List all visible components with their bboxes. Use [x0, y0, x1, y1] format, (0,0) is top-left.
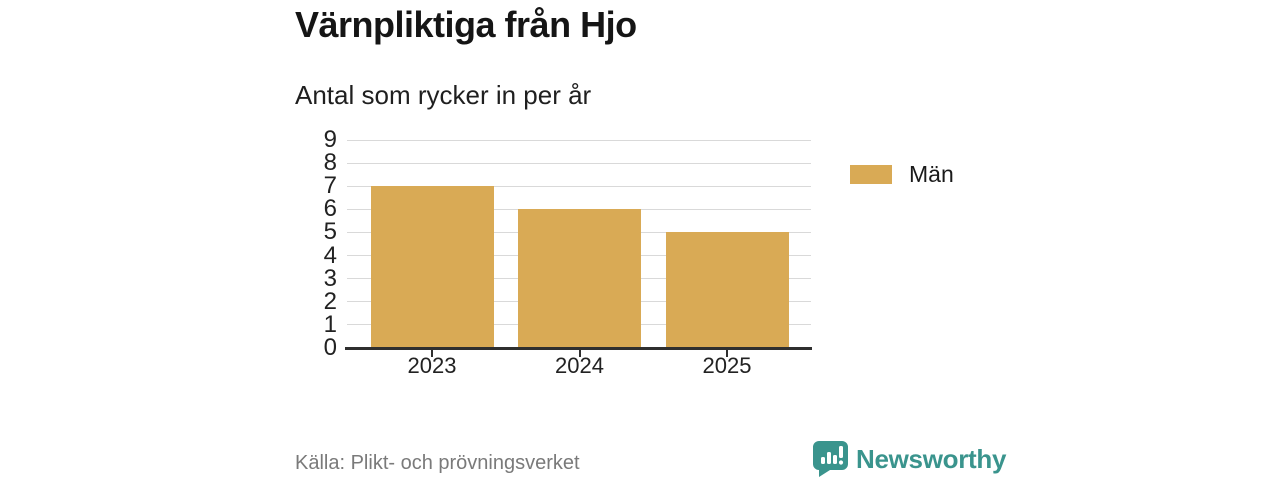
brand-wordmark: Newsworthy	[856, 443, 1007, 474]
x-tick-label: 2023	[407, 353, 457, 378]
y-tick-label: 5	[323, 218, 337, 246]
x-tick-mark	[578, 350, 581, 357]
legend: Män	[850, 161, 954, 188]
y-tick-label: 1	[323, 310, 337, 338]
bar-chart-bubble-icon	[813, 441, 848, 477]
y-tick-label: 4	[323, 241, 337, 269]
legend-swatch	[850, 165, 892, 184]
y-tick-label: 6	[323, 195, 337, 223]
legend-label: Män	[909, 161, 954, 187]
y-tick-label: 2	[323, 287, 337, 315]
y-tick-label: 3	[323, 264, 337, 292]
plot-area	[347, 139, 811, 348]
bar-2025	[665, 232, 789, 348]
y-tick-label: 8	[323, 149, 337, 177]
y-tick-label: 7	[323, 172, 337, 200]
x-tick-label: 2025	[702, 353, 752, 378]
y-tick-label: 9	[323, 126, 337, 153]
x-tick-label: 2024	[555, 353, 604, 378]
bar-2023	[370, 186, 494, 348]
gridline	[347, 162, 811, 164]
bar-2024	[518, 209, 641, 348]
x-tick-mark	[431, 350, 433, 357]
gridline	[347, 185, 811, 187]
newsworthy-logo: Newsworthy	[813, 441, 1006, 477]
source-attribution: Källa: Plikt- och prövningsverket	[295, 452, 580, 474]
y-tick-label: 0	[323, 334, 337, 361]
gridline	[347, 139, 811, 141]
x-axis-line	[345, 347, 812, 350]
chart-subtitle: Antal som rycker in per år	[295, 80, 592, 110]
x-tick-mark	[726, 350, 728, 357]
chart-title: Värnpliktiga från Hjo	[295, 4, 637, 45]
